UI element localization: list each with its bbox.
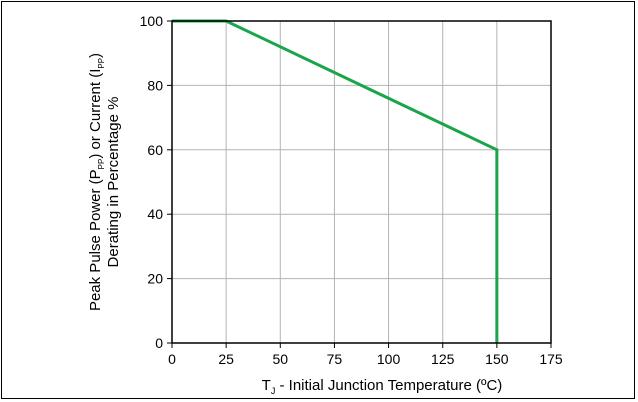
x-tick-label-1: 25 xyxy=(218,351,234,367)
y-tick-label-3: 60 xyxy=(147,142,163,158)
y-label-sub-1: PP xyxy=(97,159,106,170)
plot-border xyxy=(171,20,552,344)
y-axis-label-line2: Derating in Percentage % xyxy=(105,97,122,268)
x-axis-label: TJ - Initial Junction Temperature (ºC) xyxy=(262,377,503,396)
y-tick-label-5: 100 xyxy=(140,13,164,29)
x-label-rest: - Initial Junction Temperature (ºC) xyxy=(275,377,502,394)
y-tick-labels: 0 20 40 60 80 100 xyxy=(140,13,172,351)
y-label-part-c: ) xyxy=(87,53,104,58)
y-tick-label-0: 0 xyxy=(155,335,163,351)
y-axis-label-line1: Peak Pulse Power (PPP) or Current (IPP) xyxy=(87,53,106,311)
x-tick-label-2: 50 xyxy=(272,351,288,367)
x-tick-label-5: 125 xyxy=(431,351,455,367)
y-tick-label-1: 20 xyxy=(147,271,163,287)
x-tick-label-3: 75 xyxy=(327,351,343,367)
y-tick-label-4: 80 xyxy=(147,77,163,93)
x-tick-label-7: 175 xyxy=(539,351,563,367)
y-label-sub-2: PP xyxy=(97,58,106,69)
x-label-subscript: J xyxy=(271,386,276,396)
x-tick-labels: 0 25 50 75 100 125 150 175 xyxy=(168,343,563,367)
x-tick-label-4: 100 xyxy=(377,351,401,367)
x-label-prefix: T xyxy=(262,377,271,394)
x-tick-label-6: 150 xyxy=(485,351,509,367)
y-tick-label-2: 40 xyxy=(147,206,163,222)
x-tick-label-0: 0 xyxy=(168,351,176,367)
y-label-part-b: ) or Current (I xyxy=(87,69,104,159)
y-label-part-a: Peak Pulse Power (P xyxy=(87,169,104,311)
grid xyxy=(172,21,551,343)
